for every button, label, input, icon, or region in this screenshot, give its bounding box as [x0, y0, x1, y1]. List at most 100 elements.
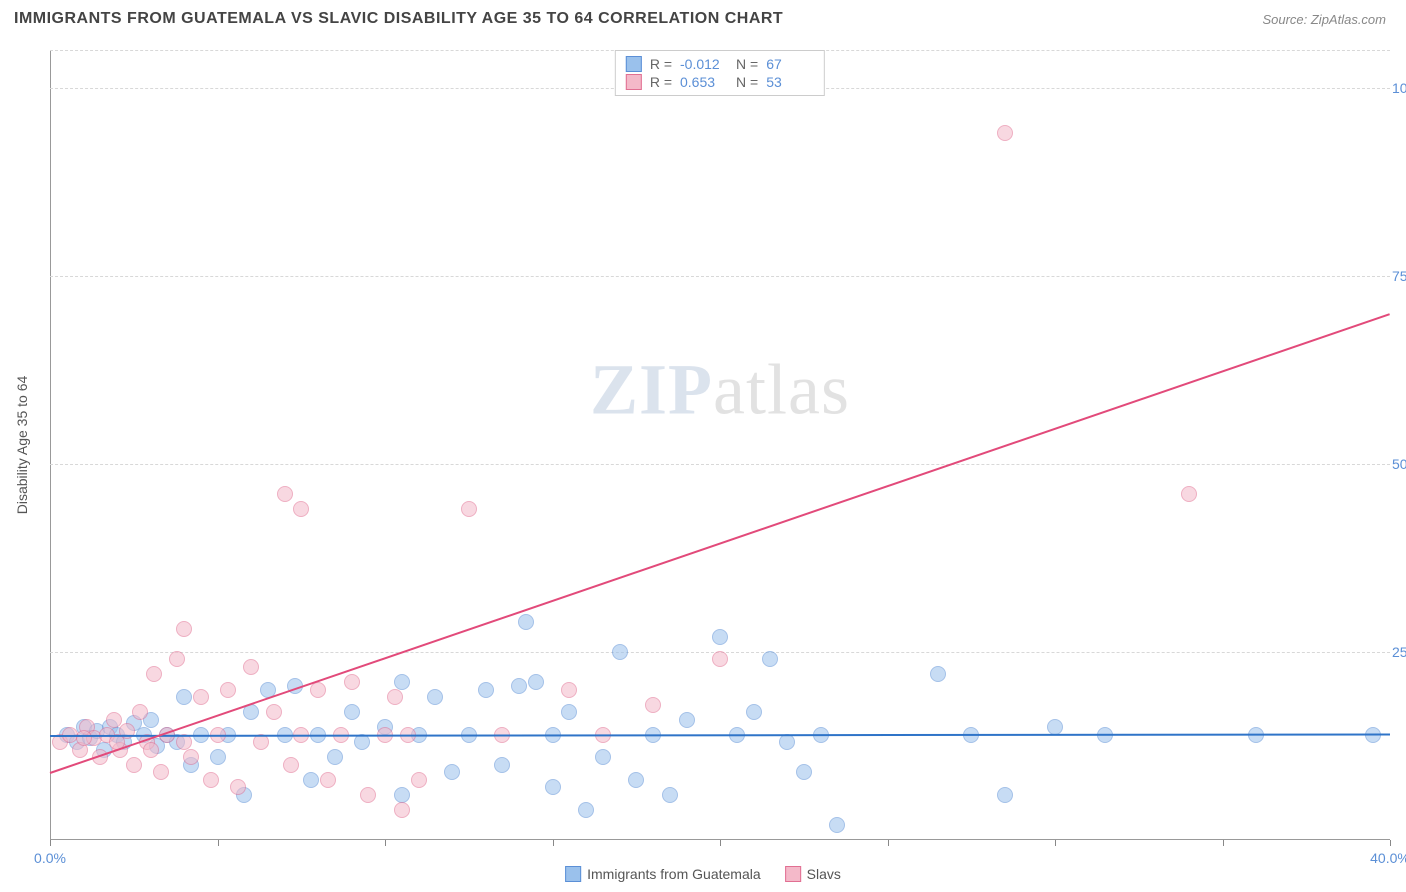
scatter-point-guatemala: [394, 787, 410, 803]
source-prefix: Source:: [1262, 12, 1310, 27]
scatter-point-guatemala: [176, 689, 192, 705]
watermark-part2: atlas: [713, 349, 850, 429]
scatter-point-slavs: [183, 749, 199, 765]
scatter-point-guatemala: [545, 779, 561, 795]
scatter-point-slavs: [394, 802, 410, 818]
y-tick-label: 25.0%: [1392, 644, 1406, 660]
bottom-legend: Immigrants from Guatemala Slavs: [565, 866, 841, 882]
r-value-guatemala: -0.012: [680, 56, 728, 72]
stats-row-slavs: R = 0.653 N = 53: [626, 73, 814, 91]
scatter-point-guatemala: [829, 817, 845, 833]
y-tick-label: 100.0%: [1392, 80, 1406, 96]
x-tick: [50, 840, 51, 846]
scatter-point-slavs: [277, 486, 293, 502]
scatter-point-guatemala: [494, 757, 510, 773]
scatter-point-slavs: [193, 689, 209, 705]
x-tick: [1390, 840, 1391, 846]
scatter-point-guatemala: [528, 674, 544, 690]
x-tick: [1223, 840, 1224, 846]
swatch-slavs: [626, 74, 642, 90]
scatter-point-slavs: [203, 772, 219, 788]
scatter-point-slavs: [1181, 486, 1197, 502]
legend-swatch-guatemala: [565, 866, 581, 882]
watermark: ZIPatlas: [590, 348, 850, 431]
scatter-point-slavs: [243, 659, 259, 675]
scatter-point-guatemala: [762, 651, 778, 667]
gridline: [50, 464, 1390, 465]
x-tick: [1055, 840, 1056, 846]
scatter-point-slavs: [146, 666, 162, 682]
scatter-point-guatemala: [427, 689, 443, 705]
scatter-point-guatemala: [561, 704, 577, 720]
scatter-point-slavs: [126, 757, 142, 773]
scatter-point-slavs: [461, 501, 477, 517]
r-value-slavs: 0.653: [680, 74, 728, 90]
legend-label-guatemala: Immigrants from Guatemala: [587, 866, 761, 882]
x-tick-label: 40.0%: [1370, 850, 1406, 866]
scatter-point-slavs: [997, 125, 1013, 141]
scatter-point-slavs: [153, 764, 169, 780]
x-tick: [720, 840, 721, 846]
scatter-point-guatemala: [578, 802, 594, 818]
n-value-guatemala: 67: [766, 56, 814, 72]
scatter-point-guatemala: [511, 678, 527, 694]
scatter-point-slavs: [143, 742, 159, 758]
scatter-point-guatemala: [628, 772, 644, 788]
chart-title: IMMIGRANTS FROM GUATEMALA VS SLAVIC DISA…: [14, 10, 783, 28]
stats-row-guatemala: R = -0.012 N = 67: [626, 55, 814, 73]
scatter-point-guatemala: [518, 614, 534, 630]
scatter-point-guatemala: [662, 787, 678, 803]
legend-label-slavs: Slavs: [807, 866, 841, 882]
trendline-guatemala: [50, 733, 1390, 737]
y-axis-label: Disability Age 35 to 64: [14, 376, 30, 515]
r-label: R =: [650, 74, 672, 90]
x-tick: [218, 840, 219, 846]
scatter-point-slavs: [360, 787, 376, 803]
scatter-point-guatemala: [712, 629, 728, 645]
scatter-point-slavs: [169, 651, 185, 667]
stats-legend-box: R = -0.012 N = 67 R = 0.653 N = 53: [615, 50, 825, 96]
y-tick-label: 50.0%: [1392, 456, 1406, 472]
chart-area: Disability Age 35 to 64 ZIPatlas 25.0%50…: [50, 50, 1390, 840]
n-label: N =: [736, 74, 758, 90]
scatter-point-slavs: [230, 779, 246, 795]
source-attribution: Source: ZipAtlas.com: [1262, 12, 1386, 27]
scatter-point-guatemala: [1047, 719, 1063, 735]
scatter-point-guatemala: [394, 674, 410, 690]
scatter-point-slavs: [266, 704, 282, 720]
legend-item-slavs: Slavs: [785, 866, 841, 882]
n-label: N =: [736, 56, 758, 72]
scatter-point-guatemala: [210, 749, 226, 765]
x-tick: [553, 840, 554, 846]
watermark-part1: ZIP: [590, 349, 713, 429]
scatter-point-slavs: [387, 689, 403, 705]
y-tick-label: 75.0%: [1392, 268, 1406, 284]
scatter-point-guatemala: [478, 682, 494, 698]
scatter-point-slavs: [712, 651, 728, 667]
trendline-slavs: [50, 313, 1391, 774]
scatter-point-guatemala: [344, 704, 360, 720]
scatter-point-slavs: [411, 772, 427, 788]
x-tick: [888, 840, 889, 846]
scatter-point-guatemala: [679, 712, 695, 728]
scatter-point-slavs: [132, 704, 148, 720]
scatter-point-slavs: [645, 697, 661, 713]
scatter-point-slavs: [561, 682, 577, 698]
scatter-point-slavs: [283, 757, 299, 773]
scatter-point-guatemala: [997, 787, 1013, 803]
scatter-point-guatemala: [779, 734, 795, 750]
r-label: R =: [650, 56, 672, 72]
scatter-point-guatemala: [327, 749, 343, 765]
scatter-point-slavs: [106, 712, 122, 728]
source-name: ZipAtlas.com: [1311, 12, 1386, 27]
scatter-point-guatemala: [444, 764, 460, 780]
scatter-point-slavs: [220, 682, 236, 698]
scatter-point-guatemala: [303, 772, 319, 788]
scatter-point-guatemala: [746, 704, 762, 720]
scatter-point-slavs: [76, 730, 92, 746]
scatter-point-slavs: [344, 674, 360, 690]
scatter-point-guatemala: [930, 666, 946, 682]
scatter-point-guatemala: [796, 764, 812, 780]
swatch-guatemala: [626, 56, 642, 72]
scatter-point-slavs: [320, 772, 336, 788]
